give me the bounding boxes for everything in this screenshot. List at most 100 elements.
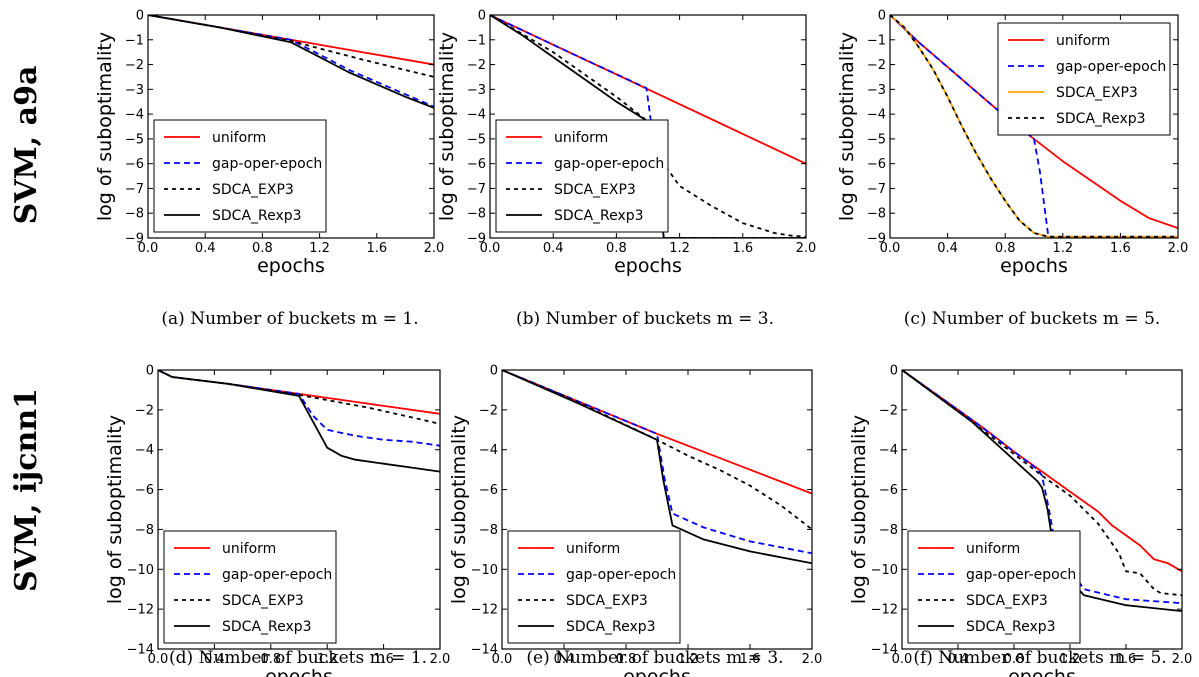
legend-entry-SDCA_EXP3: SDCA_EXP3 xyxy=(554,182,636,198)
y-tick-label: −5 xyxy=(125,132,144,147)
x-tick-label: 0.0 xyxy=(892,652,913,667)
x-tick-label: 1.2 xyxy=(669,241,690,256)
y-tick-label: −5 xyxy=(867,132,886,147)
legend: uniform gap-oper-epoch SDCA_EXP3 SDCA_Rexp3 xyxy=(907,530,1081,644)
y-tick-label: −6 xyxy=(879,483,898,498)
x-tick-label: 0.8 xyxy=(616,652,637,667)
legend: uniform gap-oper-epoch SDCA_EXP3 SDCA_Rexp3 xyxy=(495,119,669,233)
x-tick-label: 1.2 xyxy=(317,652,338,667)
y-tick-label: −8 xyxy=(479,523,498,538)
y-tick-label: −4 xyxy=(867,108,886,123)
legend-box xyxy=(163,530,337,644)
x-axis-label: epochs xyxy=(1008,666,1076,677)
legend-entry-gap-oper-epoch: gap-oper-epoch xyxy=(554,156,664,172)
y-tick-label: −12 xyxy=(871,603,898,618)
x-tick-label: 0.0 xyxy=(880,241,901,256)
legend-entry-uniform: uniform xyxy=(1056,33,1110,49)
y-axis-label: log of suboptimality xyxy=(104,415,126,604)
legend: uniform gap-oper-epoch SDCA_EXP3 SDCA_Rexp3 xyxy=(163,530,337,644)
series-line-uniform xyxy=(158,370,440,415)
x-axis-label: epochs xyxy=(1000,255,1068,277)
y-tick-label: −3 xyxy=(125,83,144,98)
x-tick-label: 2.0 xyxy=(424,241,445,256)
y-tick-label: −3 xyxy=(467,83,486,98)
y-tick-label: 0 xyxy=(490,364,498,379)
legend-entry-gap-oper-epoch: gap-oper-epoch xyxy=(1056,59,1166,75)
x-tick-label: 0.4 xyxy=(204,652,225,667)
legend-box xyxy=(907,530,1081,644)
y-tick-label: −5 xyxy=(467,132,486,147)
y-axis-label: log of suboptimality xyxy=(836,32,858,221)
caption: (b) Number of buckets m = 3. xyxy=(516,309,774,329)
y-tick-label: −8 xyxy=(879,523,898,538)
plot-frame xyxy=(889,14,1179,239)
legend-entry-SDCA_Rexp3: SDCA_Rexp3 xyxy=(554,208,644,224)
series-line-SDCA_Rexp3 xyxy=(148,15,434,109)
x-tick-label: 1.2 xyxy=(1052,241,1073,256)
series-line-SDCA_EXP3 xyxy=(490,15,806,238)
x-tick-label: 2.0 xyxy=(796,241,817,256)
y-tick-label: −10 xyxy=(871,563,898,578)
y-tick-label: −1 xyxy=(867,33,886,48)
legend-entry-uniform: uniform xyxy=(222,541,276,557)
caption: (d) Number of buckets m = 1. xyxy=(169,648,427,668)
y-tick-label: −8 xyxy=(467,207,486,222)
y-tick-label: −1 xyxy=(125,33,144,48)
y-tick-label: −2 xyxy=(467,58,486,73)
x-tick-label: 1.2 xyxy=(309,241,330,256)
legend-entry-SDCA_Rexp3: SDCA_Rexp3 xyxy=(212,208,302,224)
caption: (c) Number of buckets m = 5. xyxy=(904,309,1161,329)
caption: (f) Number of buckets m = 5. xyxy=(913,648,1166,668)
legend-entry-SDCA_EXP3: SDCA_EXP3 xyxy=(222,593,304,609)
chart-panel-3: 0.0 0.4 0.8 1.2 1.6 2.0 0 −2 −4 −6 −8 −10 −12 −14 epoc… xyxy=(104,364,450,677)
plot-frame xyxy=(501,369,813,650)
plot-frame xyxy=(147,14,435,239)
y-tick-label: −2 xyxy=(135,403,154,418)
series-line-SDCA_EXP3 xyxy=(148,15,434,78)
legend-entry-gap-oper-epoch: gap-oper-epoch xyxy=(212,156,322,172)
y-tick-label: −6 xyxy=(479,483,498,498)
y-tick-label: −14 xyxy=(127,643,154,658)
y-tick-label: −8 xyxy=(125,207,144,222)
x-tick-label: 0.0 xyxy=(148,652,169,667)
chart-panel-4: 0.0 0.4 0.8 1.2 1.6 2.0 0 −2 −4 −6 −8 −10 −12 −14 epoc… xyxy=(448,364,822,677)
legend-entry-SDCA_EXP3: SDCA_EXP3 xyxy=(212,182,294,198)
y-tick-label: −6 xyxy=(467,157,486,172)
series-line-SDCA_EXP3 xyxy=(502,370,812,531)
legend-entry-SDCA_EXP3: SDCA_EXP3 xyxy=(966,593,1048,609)
legend-entry-SDCA_Rexp3: SDCA_Rexp3 xyxy=(566,619,656,635)
x-tick-label: 0.4 xyxy=(195,241,216,256)
x-tick-label: 1.6 xyxy=(740,652,761,667)
y-tick-label: −3 xyxy=(867,83,886,98)
series-line-SDCA_EXP3 xyxy=(158,370,440,425)
legend-entry-SDCA_Rexp3: SDCA_Rexp3 xyxy=(222,619,312,635)
y-tick-label: −6 xyxy=(135,483,154,498)
legend-entry-SDCA_Rexp3: SDCA_Rexp3 xyxy=(966,619,1056,635)
series-line-SDCA_Rexp3 xyxy=(502,370,812,565)
chart-panel-0: 0.0 0.4 0.8 1.2 1.6 2.0 0 −1 −2 −3 −4 −5 −6 −7 −8 −9 epo… xyxy=(94,9,444,330)
y-tick-label: 0 xyxy=(878,9,886,24)
legend-entry-gap-oper-epoch: gap-oper-epoch xyxy=(222,567,332,583)
series-line-SDCA_Rexp3 xyxy=(490,15,806,238)
y-tick-label: −9 xyxy=(467,232,486,247)
y-tick-label: −6 xyxy=(867,157,886,172)
x-tick-label: 0.4 xyxy=(948,652,969,667)
x-axis-label: epochs xyxy=(257,255,325,277)
y-tick-label: 0 xyxy=(136,9,144,24)
y-tick-label: −4 xyxy=(135,443,154,458)
series-line-SDCA_Rexp3 xyxy=(158,370,440,473)
series-line-SDCA_Rexp3 xyxy=(890,15,1178,238)
x-axis-label: epochs xyxy=(614,255,682,277)
y-tick-label: −2 xyxy=(879,403,898,418)
row-label-1: SVM, ijcnn1 xyxy=(9,388,44,592)
y-axis-label: log of suboptimality xyxy=(94,32,116,221)
x-tick-label: 2.0 xyxy=(430,652,451,667)
y-tick-label: −14 xyxy=(871,643,898,658)
x-tick-label: 0.0 xyxy=(138,241,159,256)
y-tick-label: −7 xyxy=(125,182,144,197)
plot-frame xyxy=(157,369,441,650)
x-tick-label: 1.2 xyxy=(1060,652,1081,667)
legend-entry-SDCA_Rexp3: SDCA_Rexp3 xyxy=(1056,111,1146,127)
y-tick-label: 0 xyxy=(478,9,486,24)
x-tick-label: 1.6 xyxy=(1116,652,1137,667)
